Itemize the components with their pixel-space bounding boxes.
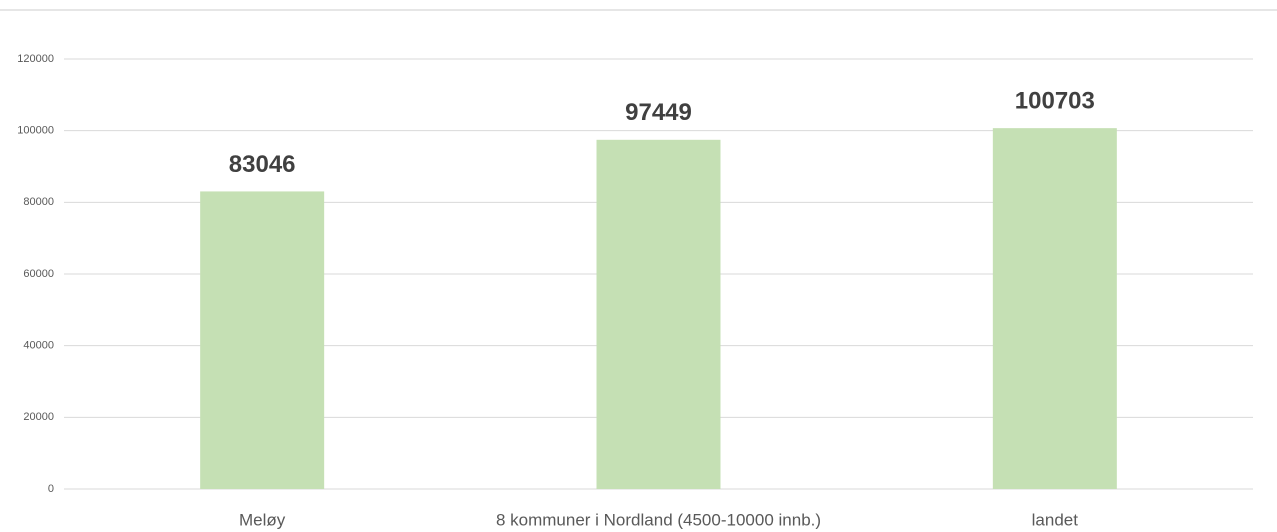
y-tick-label: 20000 <box>23 411 54 423</box>
y-tick-label: 120000 <box>17 53 54 65</box>
x-tick-label: landet <box>1032 510 1079 529</box>
y-tick-label: 100000 <box>17 125 54 137</box>
bar <box>992 128 1117 489</box>
x-tick-label: Meløy <box>239 510 286 529</box>
data-label: 100703 <box>1015 87 1095 114</box>
bar <box>596 139 721 490</box>
x-tick-label: 8 kommuner i Nordland (4500-10000 innb.) <box>496 510 821 529</box>
y-tick-label: 0 <box>48 483 54 495</box>
data-label: 97449 <box>625 99 692 126</box>
data-label: 83046 <box>229 151 296 178</box>
y-tick-label: 60000 <box>23 268 54 280</box>
bar <box>200 191 325 489</box>
y-tick-label: 40000 <box>23 340 54 352</box>
y-tick-label: 80000 <box>23 196 54 208</box>
